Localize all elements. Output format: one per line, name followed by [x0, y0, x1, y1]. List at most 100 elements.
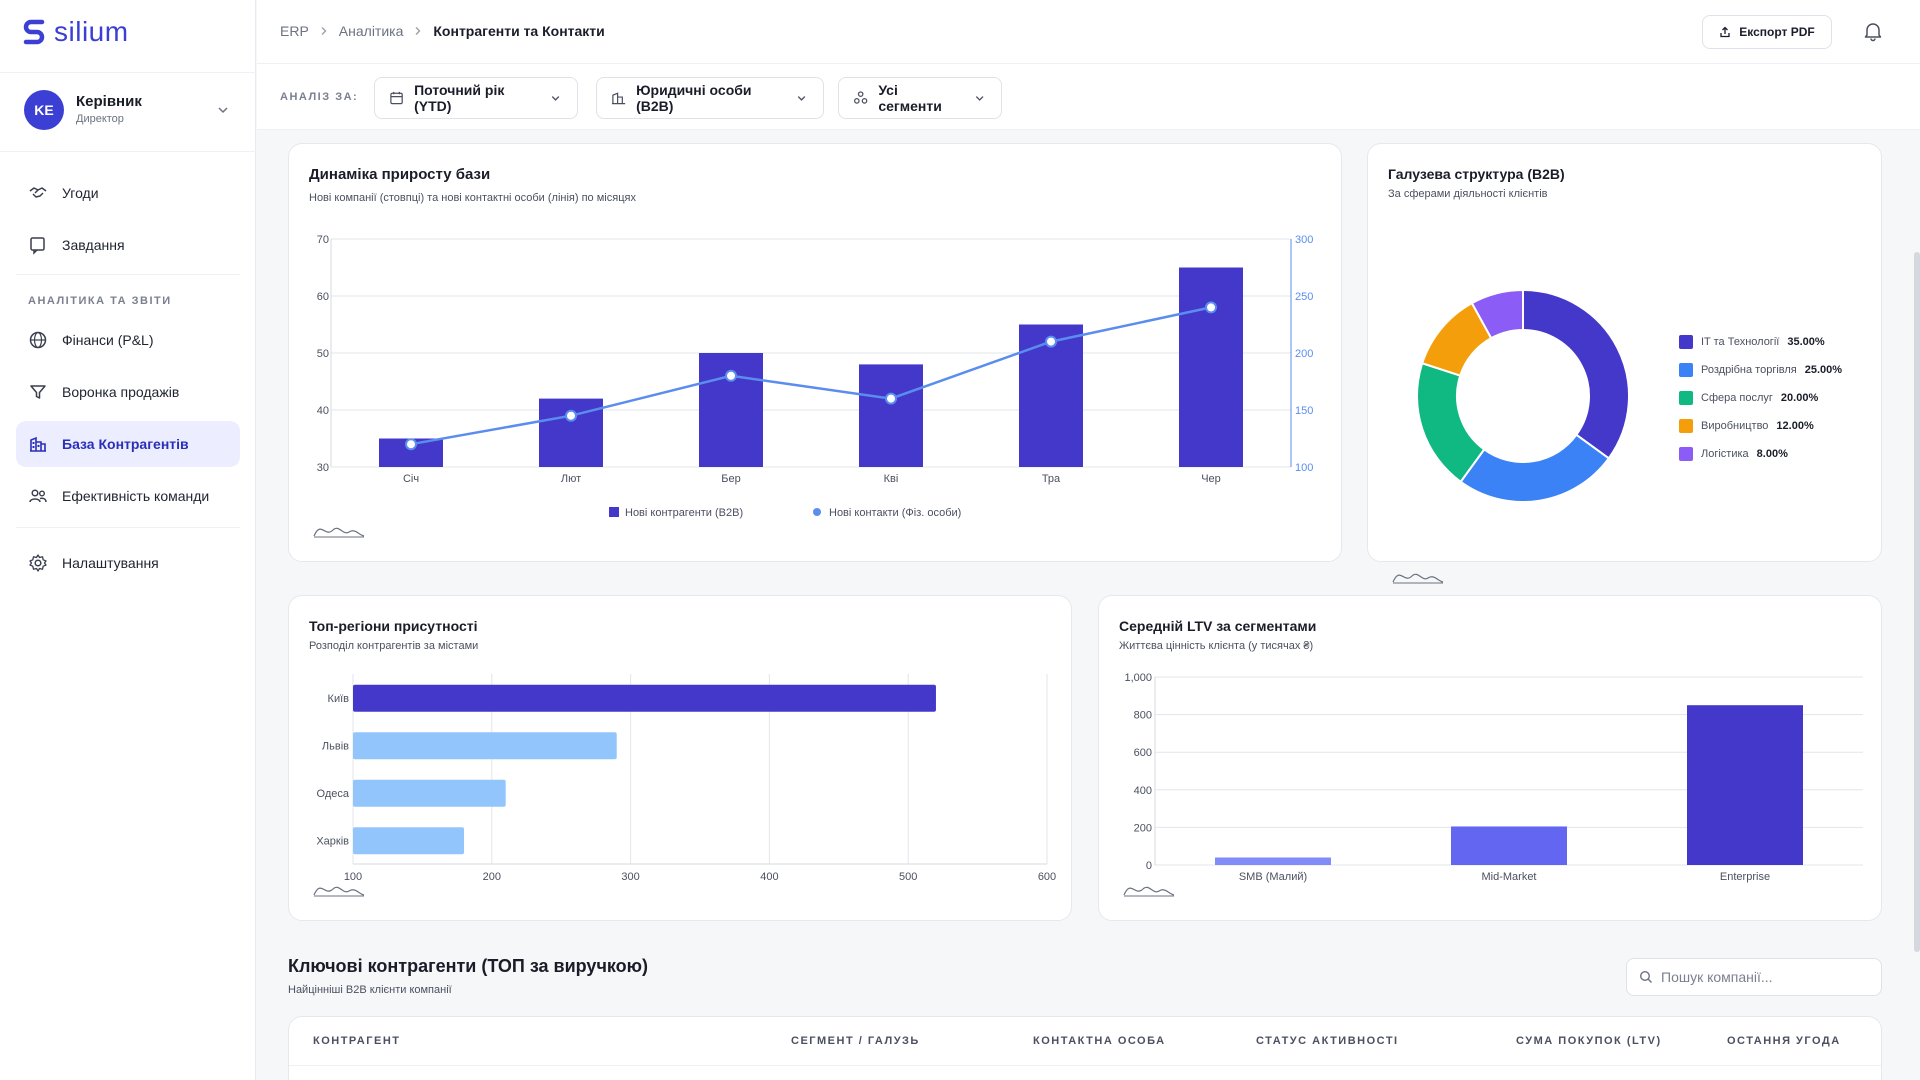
legend-item[interactable]: Виробництво 12.00%: [1679, 412, 1842, 440]
bar: [1215, 857, 1331, 865]
card-subtitle: Життєва цінність клієнта (у тисячах ₴): [1119, 640, 1314, 652]
chevron-down-icon[interactable]: [216, 103, 230, 117]
topbar: ERP Аналітика Контрагенти та Контакти Ек…: [257, 0, 1920, 64]
y-tick-label: 200: [1134, 822, 1152, 834]
legend-swatch: [1679, 419, 1693, 433]
sidebar-item-funnel[interactable]: Воронка продажів: [16, 369, 240, 415]
column-header[interactable]: ОСТАННЯ УГОДА: [1727, 1035, 1841, 1047]
avatar: KE: [24, 90, 64, 130]
user-role: Директор: [76, 113, 124, 125]
user-menu[interactable]: KE Керівник Директор: [0, 72, 256, 152]
entity-filter[interactable]: Юридичні особи (B2B): [596, 77, 824, 119]
y-left-tick-label: 40: [317, 405, 329, 417]
sidebar-item-deals[interactable]: Угоди: [16, 170, 240, 216]
filter-bar: АНАЛІЗ ЗА: Поточний рік (YTD) Юридичні о…: [257, 64, 1920, 130]
column-header[interactable]: КОНТРАГЕНТ: [313, 1035, 401, 1047]
y-tick-label: Одеса: [317, 788, 350, 800]
calendar-icon: [390, 91, 403, 105]
sidebar-item-tasks[interactable]: Завдання: [16, 222, 240, 268]
legend-item[interactable]: Логістика 8.00%: [1679, 440, 1842, 468]
card-subtitle: Нові компанії (стовпці) та нові контактн…: [309, 192, 636, 204]
y-tick-label: 0: [1146, 860, 1152, 872]
legend-value: 35.00%: [1787, 336, 1825, 348]
card-title: Галузева структура (B2B): [1388, 166, 1565, 182]
legend-label: Роздрібна торгівля: [1701, 364, 1797, 376]
period-filter[interactable]: Поточний рік (YTD): [374, 77, 578, 119]
ltv-chart-card: Середній LTV за сегментами Життєва цінні…: [1098, 595, 1882, 921]
chevron-down-icon: [797, 96, 806, 101]
legend-swatch: [1679, 391, 1693, 405]
legend-item[interactable]: IT та Технології 35.00%: [1679, 328, 1842, 356]
x-tick-label: Enterprise: [1720, 871, 1770, 883]
legend-label: Сфера послуг: [1701, 392, 1773, 404]
column-header[interactable]: СУМА ПОКУПОК (LTV): [1516, 1035, 1662, 1047]
sidebar: silium KE Керівник Директор Угоди Завдан…: [0, 0, 256, 1080]
growth-chart-card: Динаміка приросту бази Нові компанії (ст…: [288, 143, 1342, 562]
bar: [1179, 267, 1243, 467]
legend-value: 12.00%: [1776, 420, 1814, 432]
building-icon: [30, 436, 46, 452]
bar: [353, 827, 465, 855]
legend-label: Нові контрагенти (B2B): [625, 507, 743, 519]
logo-text: silium: [54, 16, 129, 47]
chart-type-icon[interactable]: [313, 881, 365, 897]
bar: [353, 732, 617, 760]
breadcrumb-parent[interactable]: Аналітика: [338, 23, 404, 39]
sidebar-item-team[interactable]: Ефективність команди: [16, 473, 240, 519]
sidebar-item-label: Воронка продажів: [62, 384, 180, 400]
counterparties-table: КОНТРАГЕНТ СЕГМЕНТ / ГАЛУЗЬ КОНТАКТНА ОС…: [288, 1016, 1882, 1080]
bell-icon[interactable]: [1862, 20, 1884, 42]
line-point: [1205, 301, 1217, 314]
y-right-tick-label: 100: [1295, 462, 1313, 474]
y-tick-label: Київ: [328, 693, 350, 705]
task-icon: [30, 237, 45, 255]
page-scrollbar[interactable]: [1914, 252, 1920, 952]
chart-type-icon[interactable]: [1123, 881, 1175, 897]
legend-swatch: [1679, 447, 1693, 461]
x-tick-label: Mid-Market: [1481, 871, 1536, 883]
sidebar-item-finance[interactable]: Фінанси (P&L): [16, 317, 240, 363]
legend-swatch: [609, 507, 619, 517]
ltv-bar-chart: 1,000 800 600 400 200 0 SMB (Малий) Mid-Market E…: [1124, 672, 1863, 883]
company-search: [1626, 958, 1882, 996]
search-input[interactable]: [1661, 969, 1861, 985]
breadcrumb-root[interactable]: ERP: [280, 23, 309, 39]
line-point: [1045, 335, 1057, 348]
sidebar-item-counterparties[interactable]: База Контрагентів: [16, 421, 240, 467]
line-point: [885, 392, 897, 405]
y-tick-label: 800: [1134, 710, 1152, 722]
bar: [353, 684, 936, 712]
column-header[interactable]: СТАТУС АКТИВНОСТІ: [1256, 1035, 1399, 1047]
x-tick-label: SMB (Малий): [1239, 871, 1307, 883]
legend-item[interactable]: Сфера послуг 20.00%: [1679, 384, 1842, 412]
legend-item[interactable]: Роздрібна торгівля 25.00%: [1679, 356, 1842, 384]
donut-slice: [1416, 361, 1486, 484]
y-left-tick-label: 50: [317, 348, 329, 360]
chart-type-icon[interactable]: [313, 522, 365, 538]
export-pdf-button[interactable]: Експорт PDF: [1702, 15, 1832, 49]
nav-section-label: АНАЛІТИКА ТА ЗВІТИ: [16, 274, 240, 317]
x-tick-label: 600: [1038, 871, 1056, 883]
donut-legend: IT та Технології 35.00% Роздрібна торгівля…: [1679, 328, 1842, 468]
x-tick-label: Кві: [884, 473, 899, 485]
bar: [1451, 826, 1567, 865]
card-subtitle: Розподіл контрагентів за містами: [309, 640, 479, 652]
y-left-tick-label: 60: [317, 291, 329, 303]
y-tick-label: 600: [1134, 747, 1152, 759]
gear-icon: [29, 554, 47, 572]
donut-slice: [1459, 433, 1611, 503]
segment-filter[interactable]: Усі сегменти: [838, 77, 1002, 119]
x-tick-label: 300: [621, 871, 639, 883]
logo[interactable]: silium: [22, 16, 129, 48]
card-title: Топ-регіони присутності: [309, 618, 478, 634]
x-tick-label: 200: [483, 871, 501, 883]
sidebar-item-settings[interactable]: Налаштування: [16, 540, 240, 586]
column-header[interactable]: КОНТАКТНА ОСОБА: [1033, 1035, 1166, 1047]
chart-type-icon[interactable]: [1392, 568, 1444, 584]
line-point: [405, 438, 417, 451]
funnel-icon: [30, 385, 46, 399]
table-divider: [289, 1065, 1881, 1066]
x-tick-label: Чер: [1201, 473, 1221, 485]
breadcrumb: ERP Аналітика Контрагенти та Контакти: [280, 23, 605, 39]
column-header[interactable]: СЕГМЕНТ / ГАЛУЗЬ: [791, 1035, 920, 1047]
